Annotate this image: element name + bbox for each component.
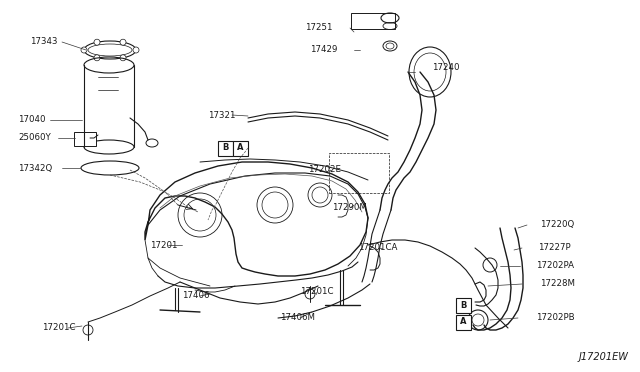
Circle shape [133,47,139,53]
Circle shape [94,55,100,61]
FancyBboxPatch shape [232,141,248,155]
Text: 17228M: 17228M [540,279,575,289]
Text: 17406: 17406 [182,292,209,301]
Text: 17251: 17251 [305,23,333,32]
FancyBboxPatch shape [456,298,470,312]
Text: 17202PA: 17202PA [536,262,574,270]
Text: 17227P: 17227P [538,244,571,253]
FancyBboxPatch shape [456,314,470,330]
Text: 17290M: 17290M [332,203,367,212]
Text: 17406M: 17406M [280,314,315,323]
Text: 25060Y: 25060Y [18,134,51,142]
Text: 17202E: 17202E [308,166,341,174]
Text: 17040: 17040 [18,115,45,125]
Text: 17202PB: 17202PB [536,314,575,323]
Text: 17240: 17240 [432,64,460,73]
Text: 17429: 17429 [310,45,337,55]
Text: 17343: 17343 [30,38,58,46]
Circle shape [120,55,126,61]
Text: A: A [237,144,243,153]
Text: B: B [460,301,466,310]
Text: J17201EW: J17201EW [578,352,628,362]
Text: 17342Q: 17342Q [18,164,52,173]
Text: 17201C: 17201C [42,324,76,333]
Text: 17321: 17321 [208,110,236,119]
Text: B: B [222,144,228,153]
Text: 17201C: 17201C [300,288,333,296]
FancyBboxPatch shape [351,13,395,29]
Text: 17201: 17201 [150,241,177,250]
Text: 17220Q: 17220Q [540,221,574,230]
Text: A: A [460,317,467,327]
Circle shape [81,47,87,53]
FancyBboxPatch shape [74,132,96,146]
FancyBboxPatch shape [218,141,232,155]
Circle shape [94,39,100,45]
Circle shape [120,39,126,45]
Text: 17201CA: 17201CA [358,244,397,253]
